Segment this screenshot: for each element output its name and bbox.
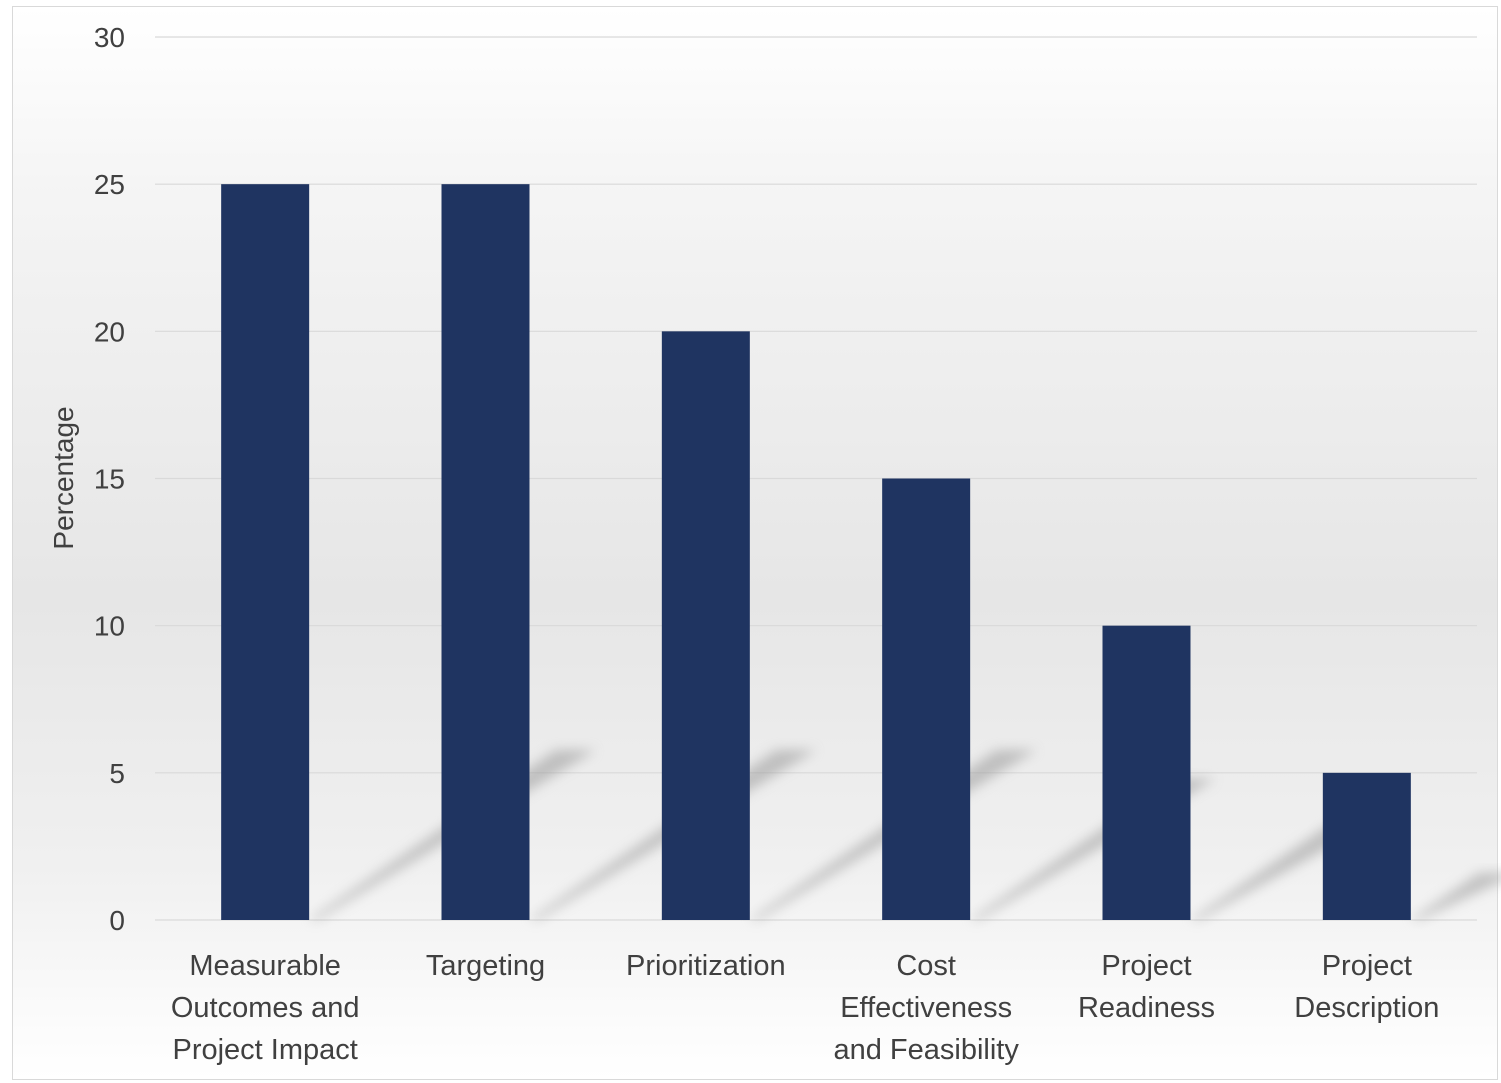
bars xyxy=(221,184,1411,920)
x-category-label: Description xyxy=(1294,992,1439,1024)
gridlines xyxy=(155,36,1477,921)
y-tick-label: 20 xyxy=(94,316,125,347)
x-category-label: Readiness xyxy=(1078,992,1215,1024)
x-axis-category-labels: Measurable Outcomes and Project Impact Targ… xyxy=(171,950,1440,1066)
bar xyxy=(221,184,310,920)
x-category-label: Project xyxy=(1101,950,1191,982)
y-tick-label: 5 xyxy=(109,758,125,789)
x-category-label: Project xyxy=(1322,950,1412,982)
y-tick-label: 0 xyxy=(109,905,125,936)
bar xyxy=(1102,625,1191,920)
y-axis-tick-labels: 0 5 10 15 20 25 30 xyxy=(94,22,125,936)
bar xyxy=(1322,772,1411,920)
x-category-label: Cost xyxy=(896,950,956,982)
y-tick-label: 10 xyxy=(94,611,125,642)
y-axis-title: Percentage xyxy=(48,406,79,549)
x-category-label: Targeting xyxy=(426,950,545,982)
x-category-label: and Feasibility xyxy=(833,1034,1019,1066)
x-category-label: Prioritization xyxy=(626,950,786,982)
y-tick-label: 30 xyxy=(94,22,125,53)
x-category-label: Project Impact xyxy=(172,1034,357,1066)
bar xyxy=(882,478,971,920)
y-tick-label: 15 xyxy=(94,464,125,495)
bar xyxy=(661,331,750,920)
x-category-label: Measurable xyxy=(189,950,341,982)
x-category-label: Effectiveness xyxy=(840,992,1012,1024)
y-tick-label: 25 xyxy=(94,169,125,200)
bar-shadow xyxy=(1410,872,1501,920)
bar xyxy=(441,184,530,920)
x-category-label: Outcomes and xyxy=(171,992,360,1024)
